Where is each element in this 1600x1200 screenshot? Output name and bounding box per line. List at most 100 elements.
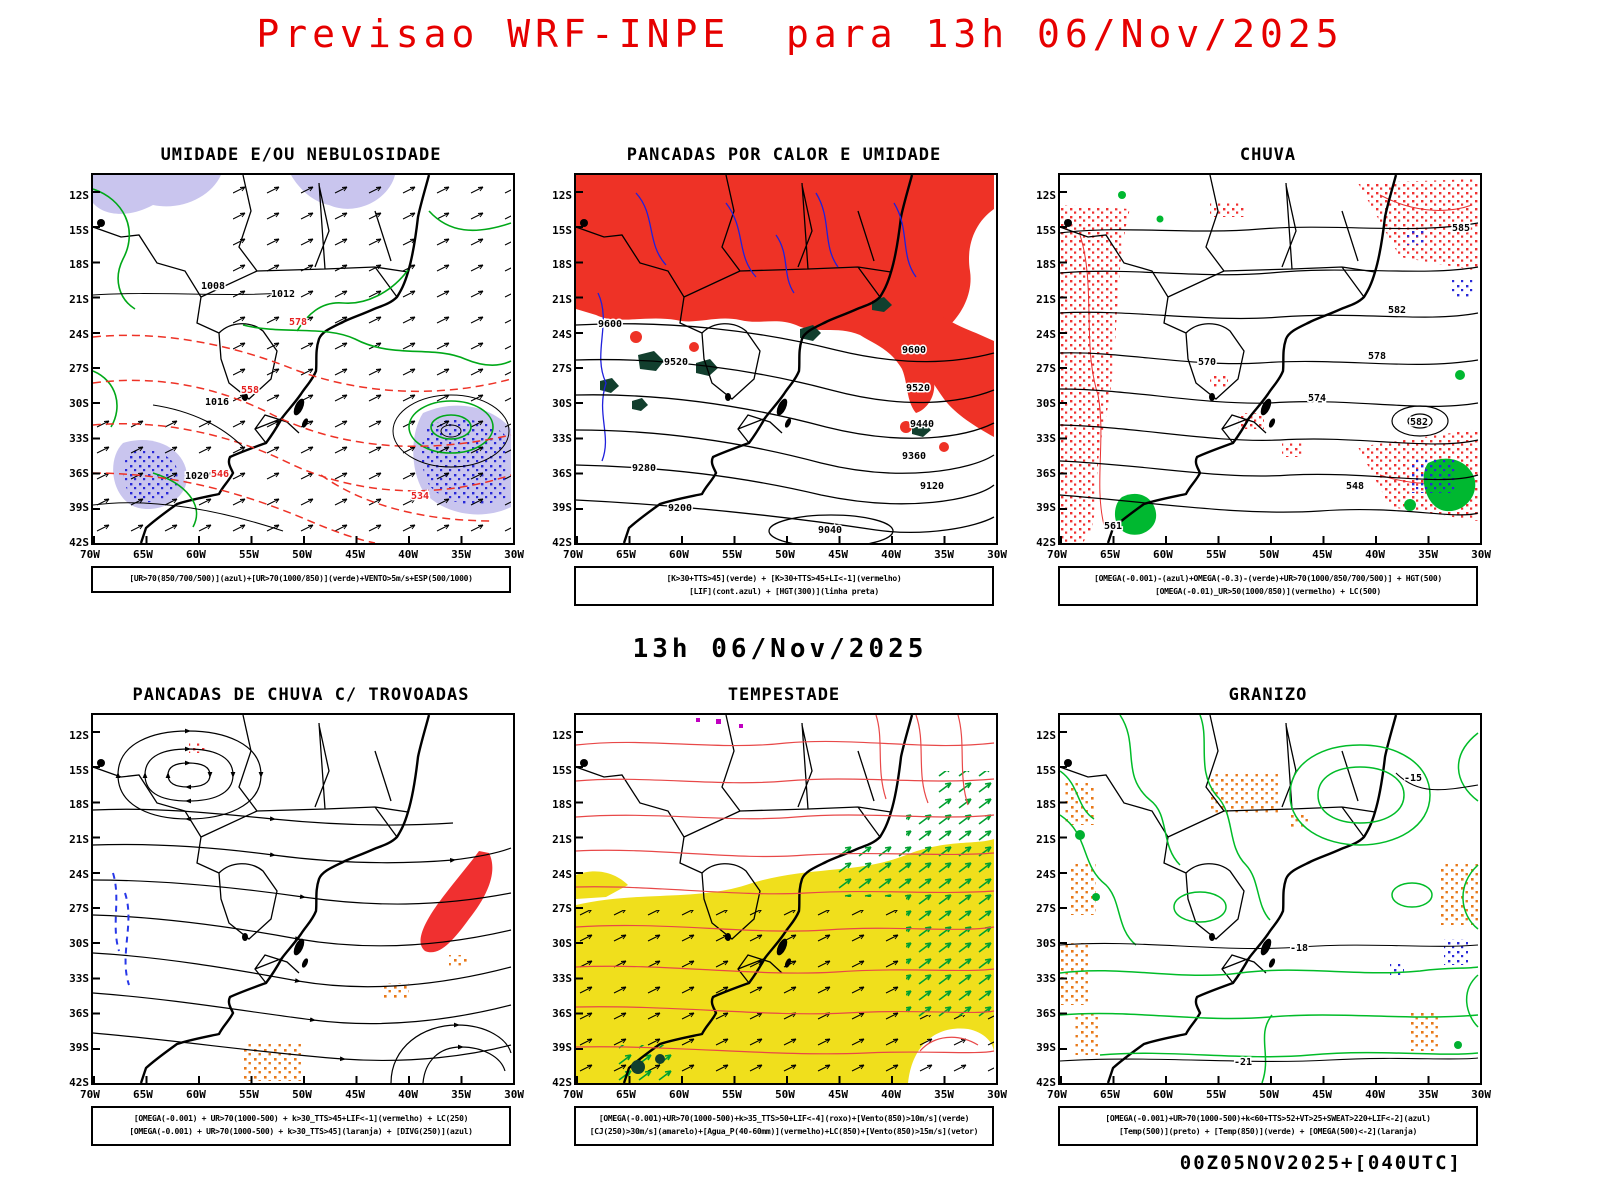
panel-title-chuva: CHUVA bbox=[1239, 145, 1297, 165]
divergence-blue-contours bbox=[112, 872, 130, 986]
legend-line: [OMEGA(-0.001)+UR>70(1000-500)+k<60+TTS>… bbox=[1105, 1114, 1431, 1123]
lon-label: 65W bbox=[616, 1088, 636, 1101]
contour-label: 9040 bbox=[818, 525, 842, 536]
lat-label: 30S bbox=[1036, 937, 1056, 951]
legend-line: [OMEGA(-0.001)+UR>70(1000-500)+k>35_TTS>… bbox=[598, 1114, 970, 1123]
lat-label: 24S bbox=[69, 327, 89, 341]
panel-pancadas-calor: PANCADAS POR CALOR E UMIDADE 12S 15S 18S 21… bbox=[538, 145, 1007, 606]
lat-label: 18S bbox=[552, 258, 572, 272]
contour-label: 582 bbox=[1388, 305, 1406, 316]
legend-caption-granizo: [OMEGA(-0.001)+UR>70(1000-500)+k<60+TTS>… bbox=[1058, 1106, 1478, 1146]
temp500-contours-black bbox=[1060, 772, 1479, 1062]
legend-line: [K>30+TTS>45](verde) + [K>30+TTS>45+LI<-… bbox=[666, 574, 902, 583]
contour-label: 9440 bbox=[910, 419, 934, 430]
lat-label: 30S bbox=[69, 937, 89, 951]
latitude-axis: 12S 15S 18S 21S 24S 27S 30S 33S 36S 39S 42S bbox=[1025, 189, 1056, 549]
contour-label: 546 bbox=[211, 469, 229, 480]
lon-label: 40W bbox=[1365, 548, 1385, 561]
lat-label: 12S bbox=[552, 729, 572, 742]
legend-line: [CJ(250)>30m/s](amarelo)+[Agua_P(40-60mm… bbox=[589, 1126, 979, 1136]
panel-title-umidade: UMIDADE E/OU NEBULOSIDADE bbox=[160, 145, 442, 165]
legend-caption-chuva: [OMEGA(-0.001)-(azul)+OMEGA(-0.3)-(verde… bbox=[1058, 566, 1478, 606]
thunderstorm-orange-stipple bbox=[241, 955, 467, 1081]
lat-label: 30S bbox=[552, 937, 572, 951]
panel-title-pancadas-calor: PANCADAS POR CALOR E UMIDADE bbox=[626, 145, 942, 165]
wind-vector-field bbox=[93, 175, 511, 543]
storm-purple-specks bbox=[696, 718, 743, 728]
lat-label: 21S bbox=[1036, 293, 1056, 307]
lat-label: 27S bbox=[1036, 362, 1056, 376]
lat-label: 36S bbox=[69, 466, 89, 480]
map-granizo: 12S 15S 18S 21S 24S 27S 30S 33S 36S 39S 42S bbox=[1036, 713, 1491, 1101]
lon-label: 70W bbox=[1047, 1088, 1067, 1101]
lon-label: 50W bbox=[1259, 1088, 1279, 1101]
panel-title-granizo: GRANIZO bbox=[1228, 685, 1308, 705]
lat-label: 21S bbox=[552, 833, 572, 847]
lon-label: 60W bbox=[186, 1088, 206, 1101]
contour-label: 1012 bbox=[271, 289, 295, 300]
longitude-axis: 70W 65W 60W 55W 50W 45W 40W 35W 30W bbox=[563, 1088, 1007, 1101]
lat-label: 24S bbox=[69, 867, 89, 881]
lat-label: 42S bbox=[69, 1075, 89, 1089]
lon-label: 50W bbox=[775, 548, 795, 561]
lat-label: 36S bbox=[1036, 466, 1056, 480]
legend-line: [OMEGA(-0.001) + UR>70(1000-500) + k>30_… bbox=[129, 1126, 473, 1136]
legend-line: [OMEGA(-0.01)_UR>50(1000/850)](vermelho)… bbox=[1155, 586, 1381, 596]
lat-label: 27S bbox=[552, 362, 572, 376]
lat-label: 36S bbox=[1036, 1006, 1056, 1020]
contour-labels: -15 -18 -21 bbox=[1233, 772, 1424, 1070]
lat-label: 18S bbox=[1036, 798, 1056, 812]
lon-label: 30W bbox=[987, 1088, 1007, 1101]
contour-label: 558 bbox=[241, 385, 259, 396]
lon-label: 50W bbox=[292, 548, 312, 561]
lat-label: 36S bbox=[552, 1006, 572, 1020]
lat-label: 30S bbox=[552, 397, 572, 411]
hail-orange-stipple bbox=[1060, 773, 1478, 1055]
lat-label: 12S bbox=[1036, 189, 1056, 202]
longitude-axis: 70W 65W 60W 55W 50W 45W 40W 35W 30W bbox=[563, 548, 1007, 561]
lat-label: 42S bbox=[552, 535, 572, 549]
lat-label: 12S bbox=[69, 189, 89, 202]
storm-darkgreen-patches bbox=[631, 1054, 665, 1074]
lat-label: 30S bbox=[69, 397, 89, 411]
lat-label: 39S bbox=[552, 501, 572, 515]
hgt300-contours-black bbox=[576, 323, 995, 543]
lat-label: 12S bbox=[1036, 729, 1056, 742]
lon-label: 70W bbox=[80, 1088, 100, 1101]
longitude-axis: 70W 65W 60W 55W 50W 45W 40W 35W 30W bbox=[1047, 1088, 1491, 1101]
contour-label: 578 bbox=[1368, 351, 1386, 362]
lon-label: 30W bbox=[987, 548, 1007, 561]
lon-label: 45W bbox=[1312, 1088, 1332, 1101]
lat-label: 33S bbox=[1036, 431, 1056, 445]
humidity-contours-green bbox=[93, 188, 512, 528]
page-title: Previsao WRF-INPE para 13h 06/Nov/2025 bbox=[256, 12, 1344, 56]
legend-line: [Temp(500)](preto) + [Temp(850)](verde) … bbox=[1118, 1126, 1418, 1136]
trovoadas-map-image bbox=[93, 715, 512, 1083]
lon-label: 45W bbox=[345, 548, 365, 561]
contour-label: -21 bbox=[1234, 1057, 1252, 1068]
granizo-map-image: -15 -18 -21 bbox=[1060, 715, 1479, 1083]
lat-label: 33S bbox=[69, 971, 89, 985]
lat-label: 36S bbox=[552, 466, 572, 480]
lat-label: 18S bbox=[552, 798, 572, 812]
lon-label: 45W bbox=[828, 1088, 848, 1101]
lat-label: 18S bbox=[1036, 258, 1056, 272]
lon-label: 55W bbox=[239, 548, 259, 561]
lat-label: 30S bbox=[1036, 397, 1056, 411]
lat-label: 42S bbox=[69, 535, 89, 549]
umidade-map-image: 1008 1012 1016 1020 578 558 546 534 bbox=[93, 175, 512, 543]
lon-label: 40W bbox=[1365, 1088, 1385, 1101]
contour-labels: 585 582 578 574 570 582 561 548 bbox=[1103, 222, 1472, 534]
contour-labels: 9600 9520 9600 9520 9440 9360 9280 9200 … bbox=[597, 318, 946, 538]
contour-label: 9200 bbox=[668, 503, 692, 514]
panel-title-trovoadas: PANCADAS DE CHUVA C/ TROVOADAS bbox=[132, 685, 470, 705]
lon-label: 35W bbox=[1418, 548, 1438, 561]
lat-label: 39S bbox=[552, 1041, 572, 1055]
lat-label: 42S bbox=[1036, 535, 1056, 549]
map-umidade: 12S 15S 18S 21S 24S 27S 30S 33S 36S 39S 42S bbox=[69, 173, 524, 561]
lon-label: 65W bbox=[133, 1088, 153, 1101]
lon-label: 70W bbox=[1047, 548, 1067, 561]
lon-label: 40W bbox=[881, 1088, 901, 1101]
lon-label: 40W bbox=[881, 548, 901, 561]
lon-label: 65W bbox=[616, 548, 636, 561]
